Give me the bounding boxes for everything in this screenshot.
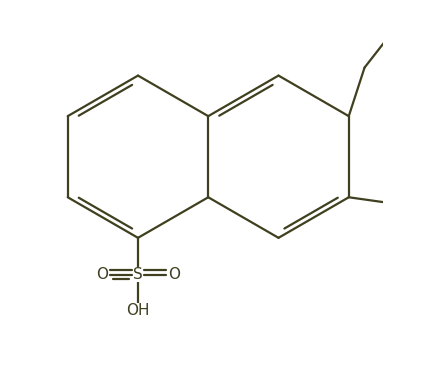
Text: O: O: [168, 267, 180, 282]
Text: O: O: [96, 267, 108, 282]
Text: OH: OH: [126, 303, 150, 318]
Text: S: S: [133, 267, 143, 282]
